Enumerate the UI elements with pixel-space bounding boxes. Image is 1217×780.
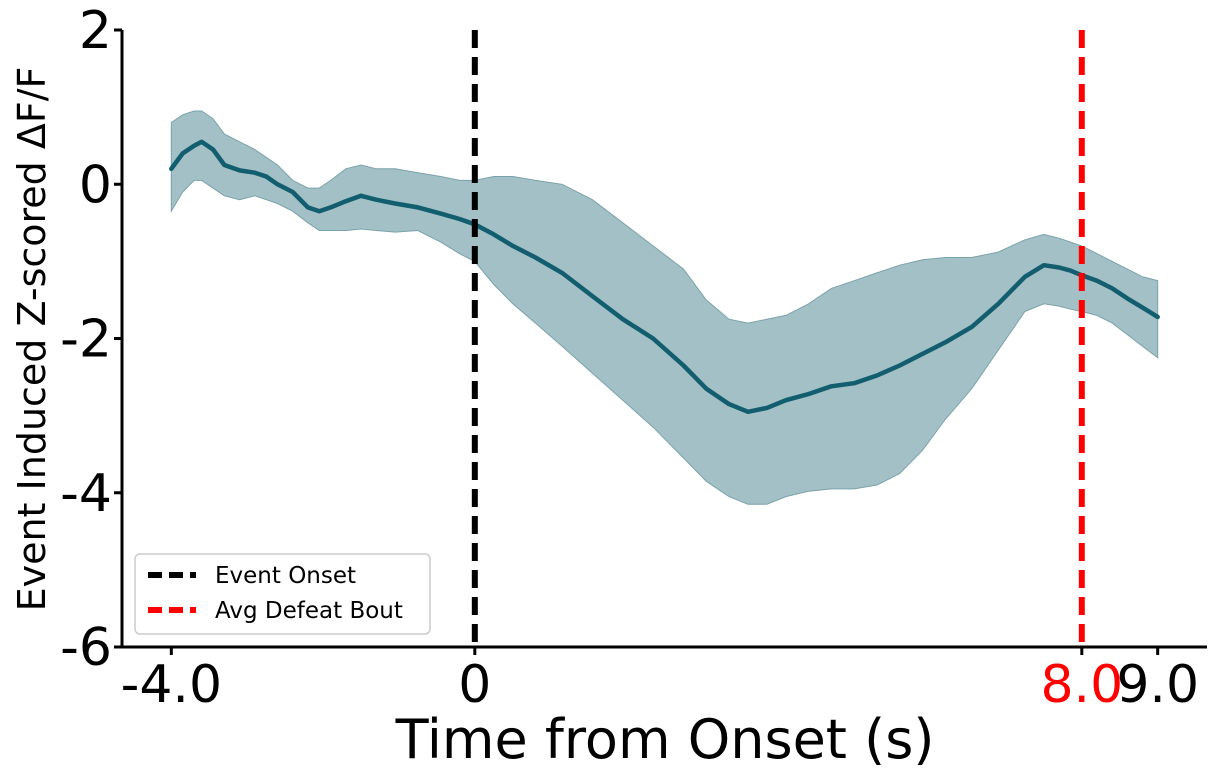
plot-area	[169, 30, 1160, 647]
x-axis-label: Time from Onset (s)	[395, 708, 935, 771]
x-tick-label: -4.0	[121, 655, 222, 715]
y-tick-label: 0	[79, 155, 112, 215]
legend: Event Onset Avg Defeat Bout	[134, 553, 431, 635]
y-tick-label: -2	[60, 310, 112, 370]
legend-frame	[134, 553, 431, 635]
y-tick-label: -4	[60, 464, 112, 524]
y-tick-label: 2	[79, 1, 112, 61]
legend-label-event-onset: Event Onset	[215, 563, 356, 589]
mean-line-series-0	[169, 139, 1160, 415]
ticks: 2 0 -2 -4 -6-4.0 0 8.09.0	[60, 1, 1199, 715]
axes-spines	[120, 30, 1207, 649]
y-tick-label: -6	[60, 618, 112, 678]
y-axis-label: Event Induced Z-scored ΔF/F	[10, 67, 54, 612]
error-band-series-0	[170, 110, 1159, 505]
x-tick-label: 8.0	[1040, 655, 1123, 715]
legend-label-avg-defeat-bout: Avg Defeat Bout	[215, 598, 403, 624]
x-tick-label: 0	[458, 655, 491, 715]
x-tick-label: 9.0	[1116, 655, 1199, 715]
